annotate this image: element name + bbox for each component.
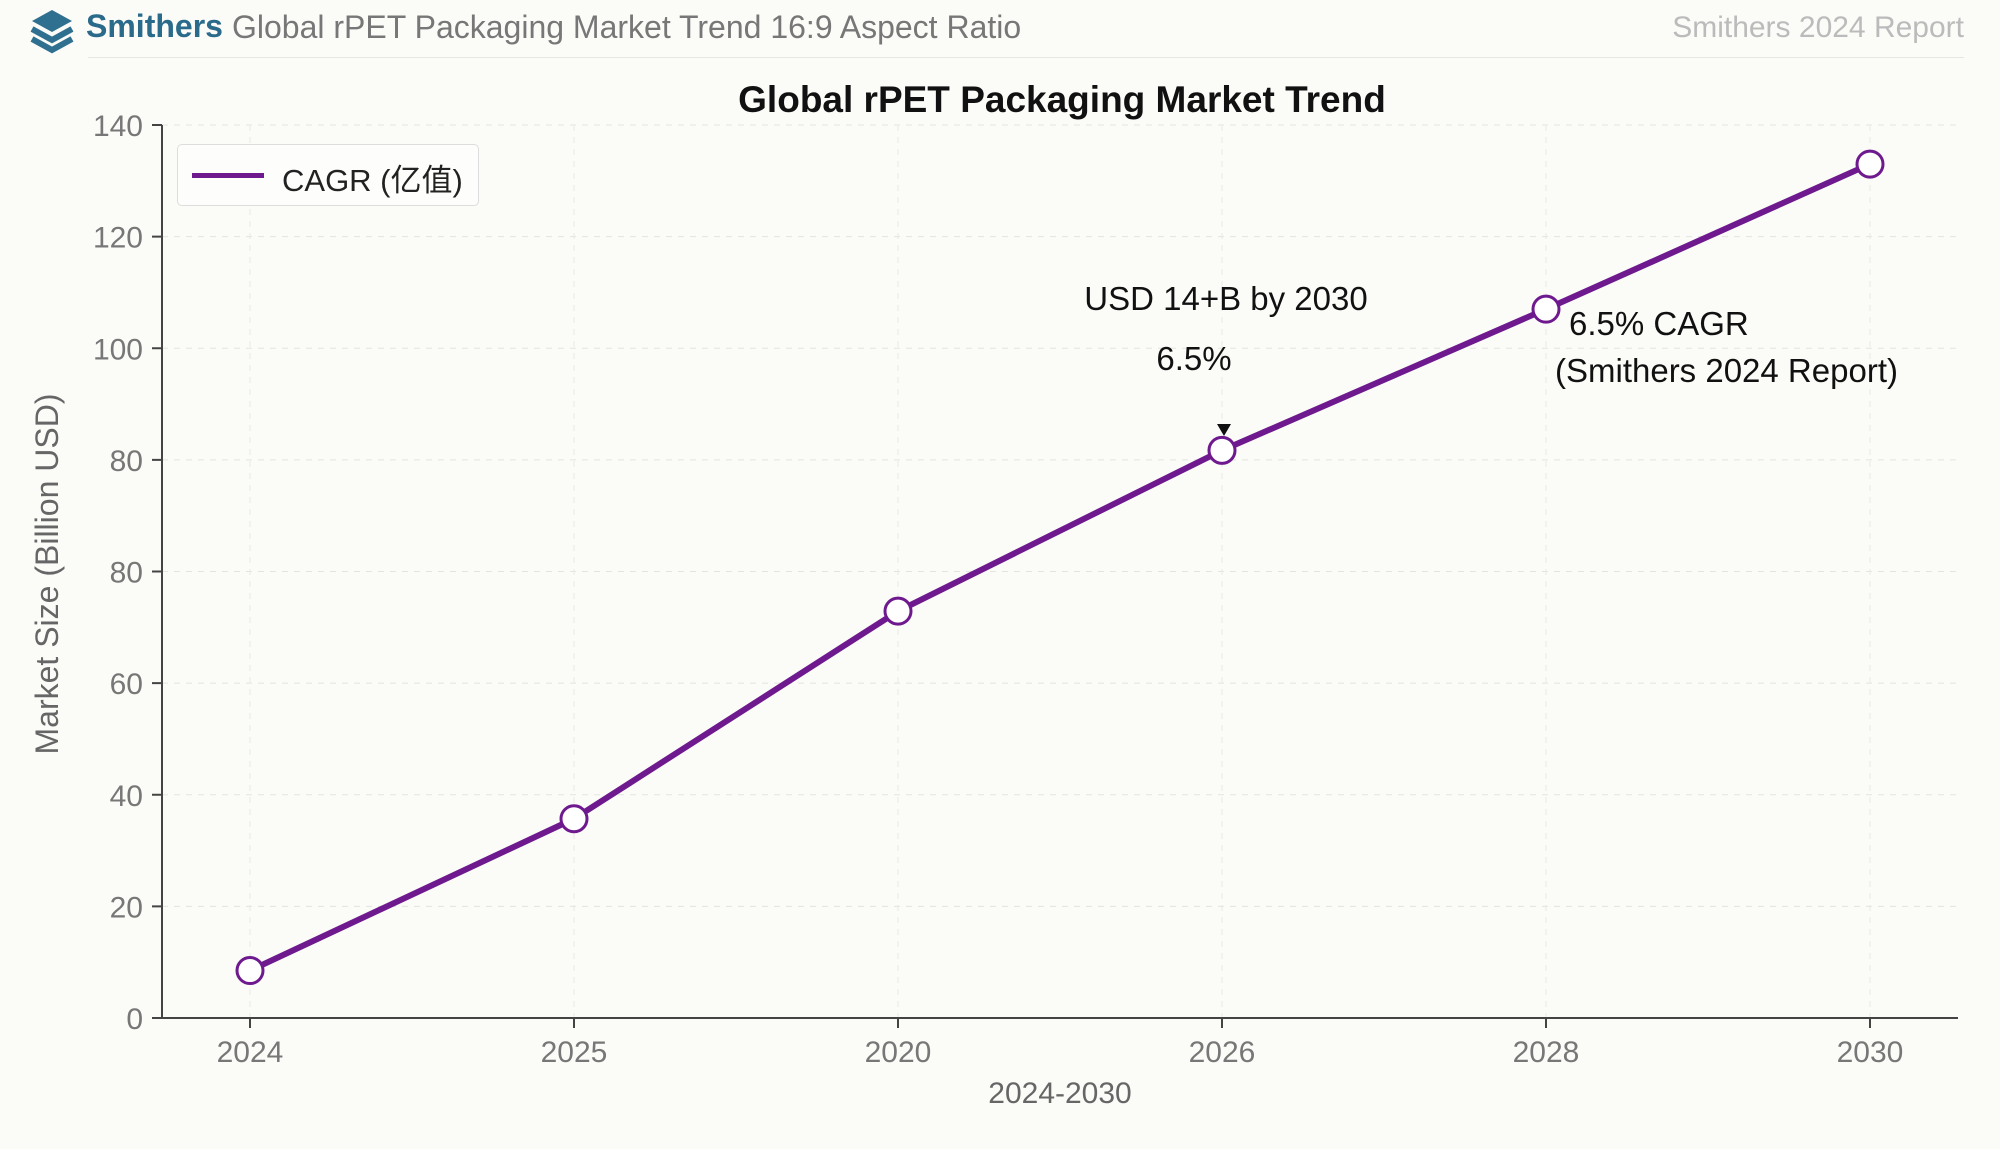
x-ticks: 2024 2025 2020 2026 2028 2030 — [217, 1018, 1904, 1069]
chart-title: Global rPET Packaging Market Trend — [738, 79, 1386, 120]
data-point — [1855, 149, 1885, 179]
x-tick-label: 2026 — [1189, 1036, 1256, 1069]
legend-swatch — [192, 173, 264, 178]
data-point — [1531, 294, 1561, 324]
y-tick-label: 100 — [93, 333, 143, 366]
legend: CAGR (亿值) — [177, 144, 479, 206]
series-line — [248, 161, 1872, 974]
grid-lines — [162, 124, 1958, 1018]
header-divider — [88, 57, 1964, 58]
y-tick-label: 40 — [110, 780, 143, 813]
y-tick-label: 20 — [110, 891, 143, 924]
header-report-note: Smithers 2024 Report — [1672, 11, 1964, 44]
x-tick-label: 2025 — [541, 1036, 608, 1069]
header-title: Global rPET Packaging Market Trend 16:9 … — [232, 9, 1022, 45]
y-tick-label: 80 — [110, 445, 143, 478]
data-point — [883, 596, 913, 626]
header-bar: Smithers Global rPET Packaging Market Tr… — [0, 0, 2000, 58]
data-point — [235, 956, 265, 986]
y-axis-label: Market Size (Billion USD) — [29, 394, 65, 755]
y-ticks: 0 20 40 60 80 80 100 120 140 — [93, 110, 162, 1036]
x-tick-label: 2024 — [217, 1036, 284, 1069]
x-axis-label: 2024-2030 — [988, 1077, 1131, 1110]
annotation-source: (Smithers 2024 Report) — [1555, 352, 1898, 389]
annotation-arrow-icon — [1217, 424, 1231, 436]
data-points — [235, 149, 1885, 986]
x-tick-label: 2028 — [1513, 1036, 1580, 1069]
x-tick-label: 2020 — [865, 1036, 932, 1069]
x-tick-label: 2030 — [1837, 1036, 1904, 1069]
annotation-cagr: 6.5% CAGR — [1569, 305, 1749, 342]
y-tick-label: 140 — [93, 110, 143, 143]
data-point — [559, 804, 589, 834]
y-tick-label: 80 — [110, 557, 143, 590]
annotation-usd: USD 14+B by 2030 — [1084, 280, 1367, 317]
y-tick-label: 60 — [110, 668, 143, 701]
legend-label: CAGR (亿值) — [282, 163, 463, 198]
data-point — [1207, 435, 1237, 465]
annotation-pct: 6.5% — [1156, 340, 1231, 377]
brand-name: Smithers — [86, 8, 223, 44]
y-tick-label: 120 — [93, 222, 143, 255]
y-tick-label: 0 — [126, 1003, 143, 1036]
smithers-logo-icon — [30, 10, 74, 54]
